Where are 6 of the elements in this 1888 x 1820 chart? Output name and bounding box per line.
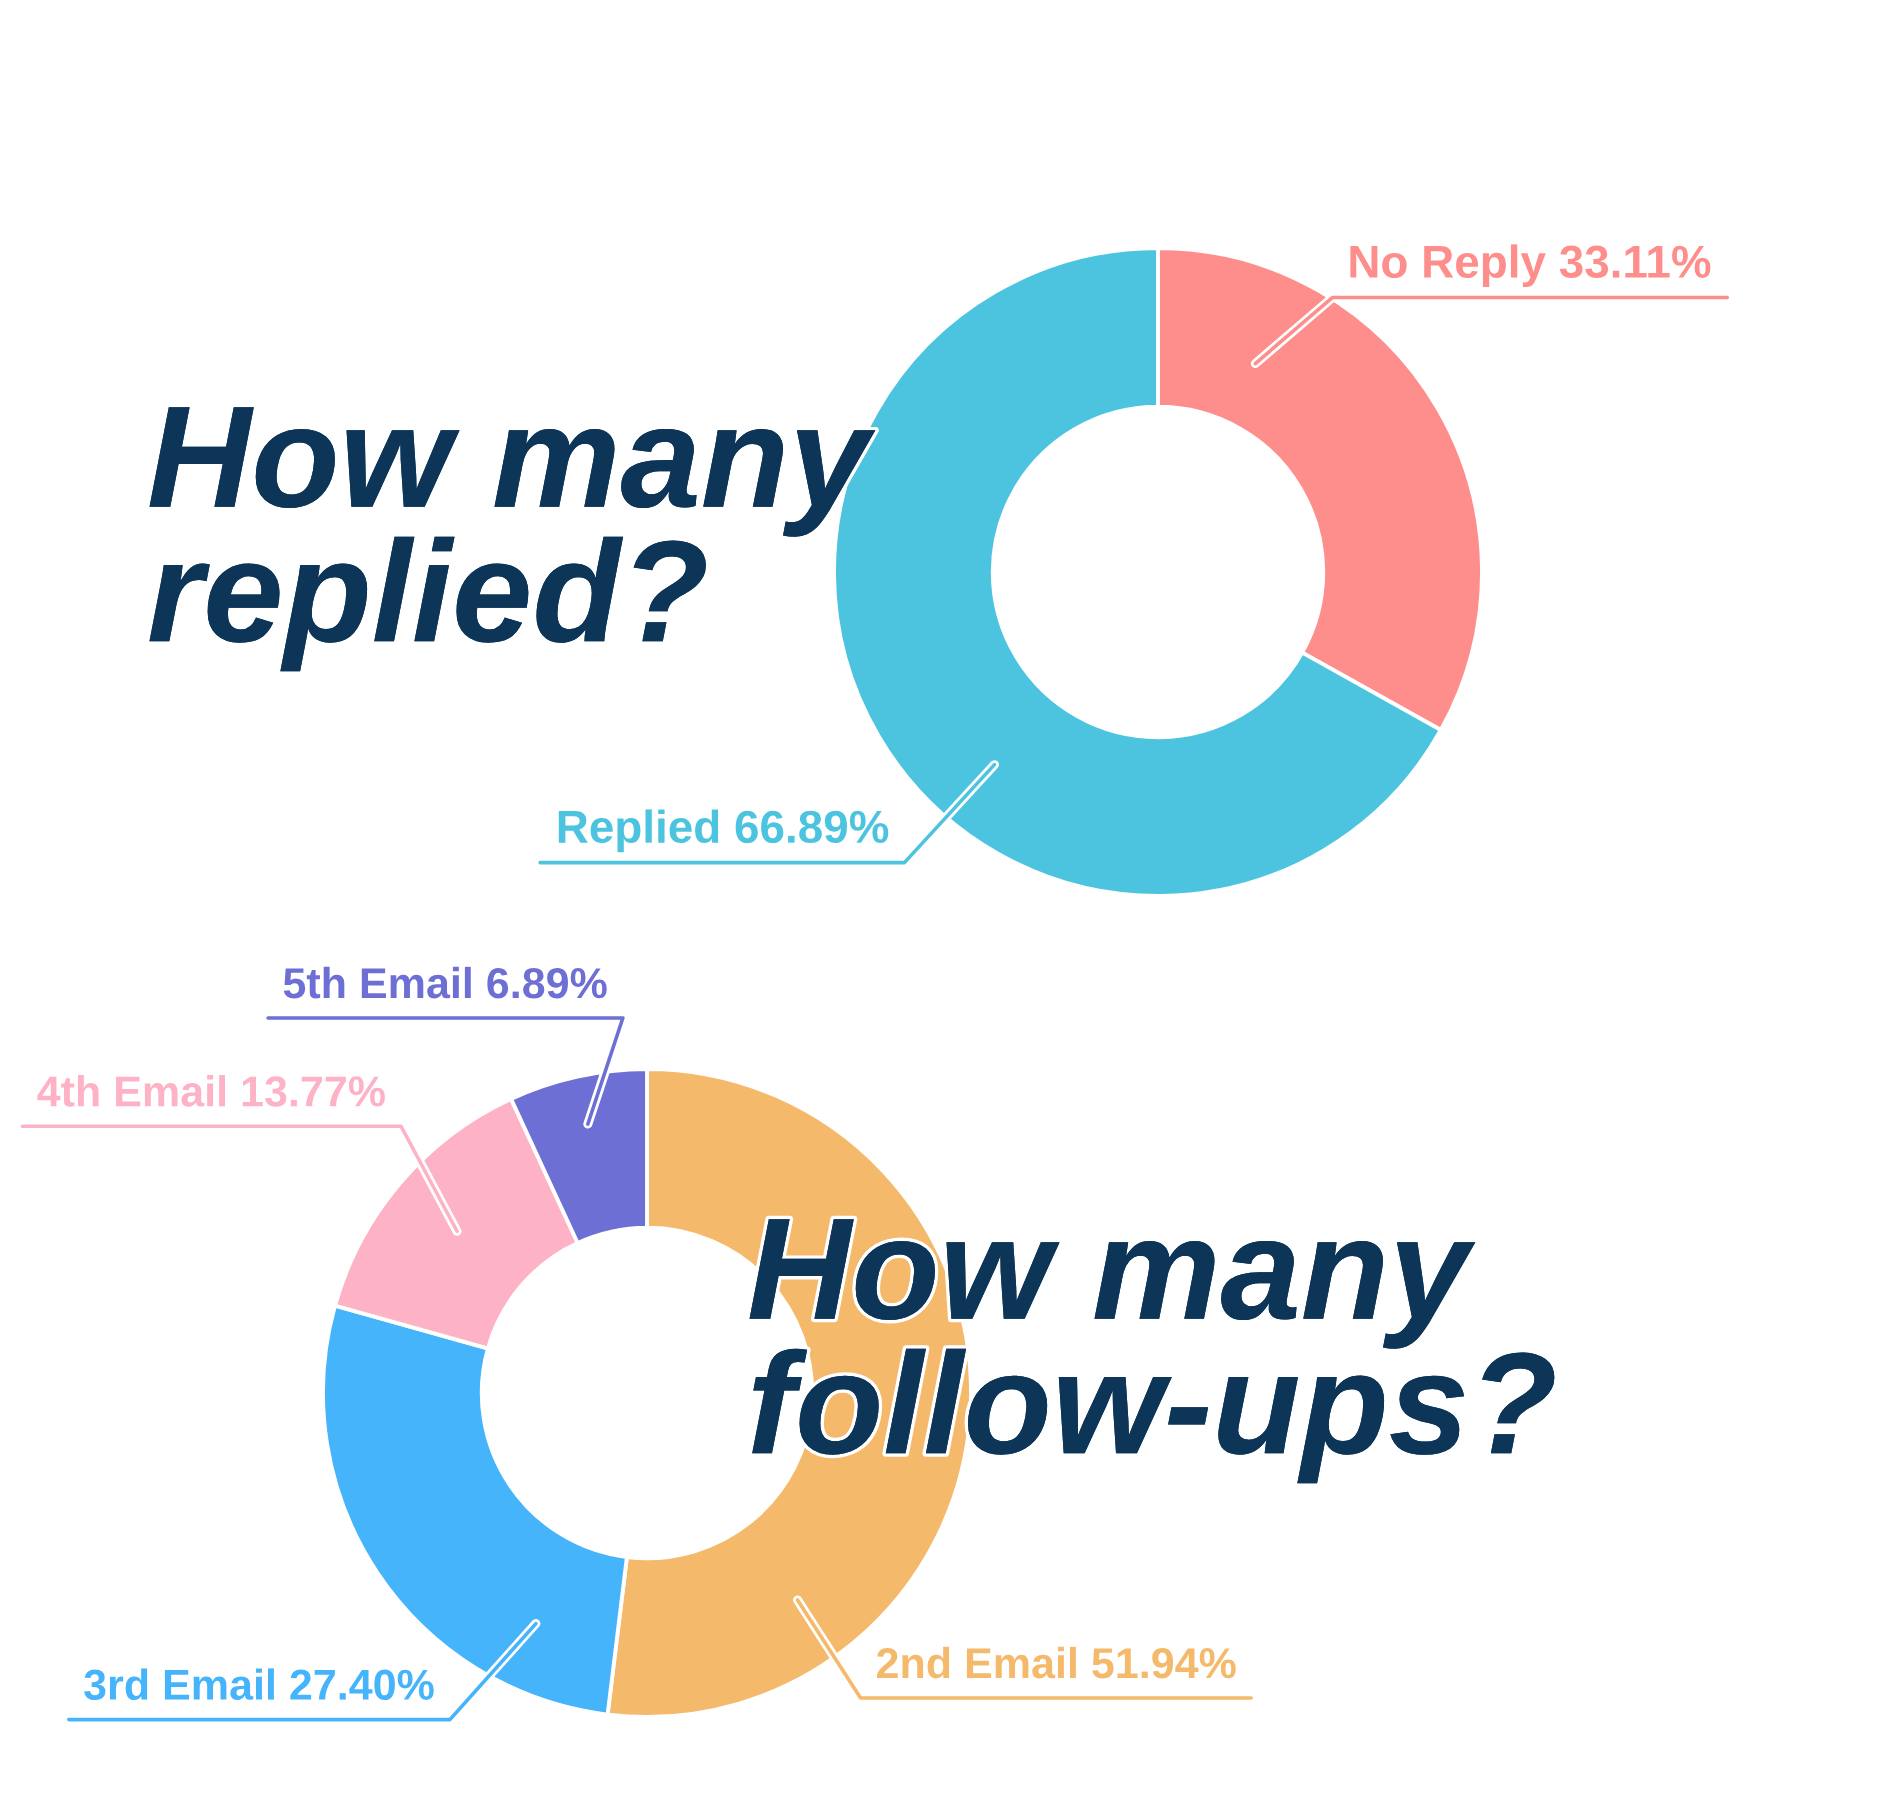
- slice-label: 3rd Email 27.40%: [84, 1668, 434, 1701]
- slice-label: No Reply 33.11%: [1350, 244, 1711, 288]
- slice-label: 4th Email 13.77%: [37, 1075, 385, 1107]
- slice-label: 5th Email 6.89%: [283, 966, 607, 999]
- slice-label: Replied 66.89%: [558, 809, 889, 853]
- slice-label: 2nd Email 51.94%: [877, 1646, 1236, 1679]
